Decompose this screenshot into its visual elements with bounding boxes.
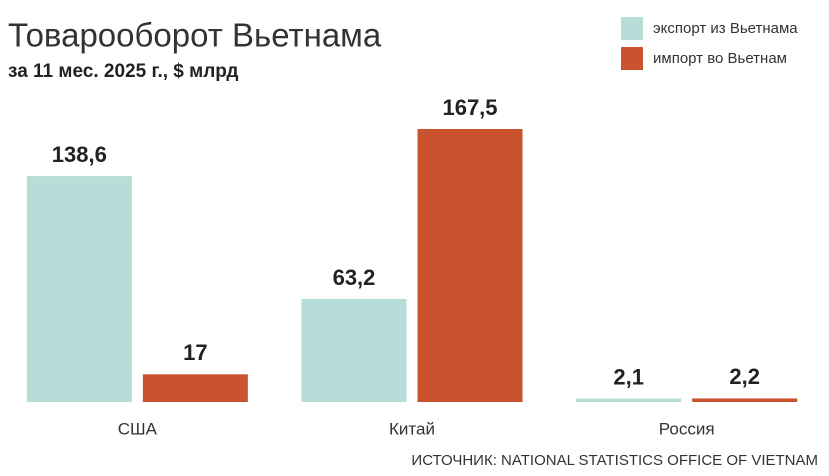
value-label: 2,1 xyxy=(613,364,644,389)
bar xyxy=(692,398,798,402)
bar xyxy=(417,129,523,402)
chart-title: Товарооборот Вьетнама xyxy=(8,17,382,54)
x-tick-label: Китай xyxy=(389,419,435,438)
bar xyxy=(26,176,132,402)
bar xyxy=(301,298,407,402)
value-label: 138,6 xyxy=(52,142,107,167)
chart-subtitle: за 11 мес. 2025 г., $ млрд xyxy=(8,61,238,82)
bar xyxy=(142,374,248,402)
x-tick-label: Россия xyxy=(659,419,715,438)
value-label: 2,2 xyxy=(729,364,760,389)
bar xyxy=(576,398,682,402)
value-label: 167,5 xyxy=(442,95,497,120)
value-label: 17 xyxy=(183,340,207,365)
legend-swatch xyxy=(621,47,643,70)
legend-swatch xyxy=(621,17,643,40)
source-note: ИСТОЧНИК: NATIONAL STATISTICS OFFICE OF … xyxy=(411,452,818,469)
legend-label: экспорт из Вьетнама xyxy=(653,20,798,37)
legend-label: импорт во Вьетнам xyxy=(653,50,787,67)
x-tick-label: США xyxy=(118,419,158,438)
value-label: 63,2 xyxy=(333,265,376,290)
